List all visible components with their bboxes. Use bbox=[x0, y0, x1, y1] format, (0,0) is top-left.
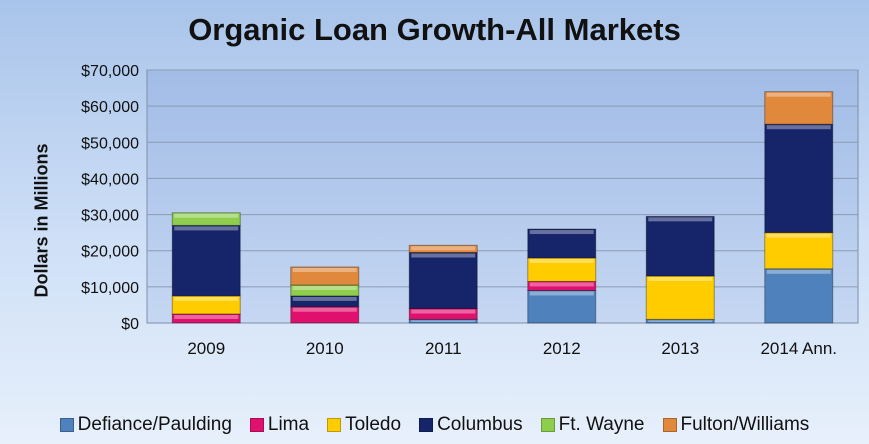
legend-swatch bbox=[327, 418, 342, 432]
bar-bevel bbox=[766, 125, 831, 130]
bar-bevel bbox=[529, 230, 594, 235]
legend-item: Fulton/Williams bbox=[662, 414, 810, 436]
legend-item: Ft. Wayne bbox=[540, 414, 645, 436]
bar-segment bbox=[290, 266, 360, 286]
legend-item: Defiance/Paulding bbox=[59, 414, 232, 436]
x-tick-label: 2010 bbox=[306, 339, 344, 358]
legend-item: Columbus bbox=[419, 414, 523, 436]
bar-segment bbox=[764, 232, 834, 270]
bar-segment bbox=[527, 228, 597, 259]
legend-swatch bbox=[662, 418, 677, 432]
y-tick-label: $70,000 bbox=[81, 63, 139, 80]
legend-swatch bbox=[419, 418, 434, 432]
x-tick-label: 2011 bbox=[425, 339, 462, 358]
bar-bevel bbox=[766, 92, 831, 97]
bar-bevel bbox=[529, 291, 594, 296]
y-tick-label: $20,000 bbox=[81, 244, 139, 261]
bar-segment bbox=[764, 268, 834, 324]
y-tick-label: $10,000 bbox=[81, 280, 139, 297]
bar-bevel bbox=[174, 296, 239, 301]
bar-segment bbox=[764, 123, 834, 234]
bar-bevel bbox=[529, 258, 594, 263]
legend-label: Fulton/Williams bbox=[680, 414, 810, 435]
legend-label: Defiance/Paulding bbox=[77, 414, 232, 435]
bar-bevel bbox=[174, 314, 239, 319]
legend-label: Lima bbox=[267, 414, 310, 435]
y-tick-label: $50,000 bbox=[81, 135, 139, 152]
legend-swatch bbox=[540, 418, 555, 432]
bar-bevel bbox=[411, 253, 476, 258]
bar-bevel bbox=[411, 246, 476, 251]
bar-segment bbox=[527, 257, 597, 282]
bar-bevel bbox=[411, 309, 476, 314]
bar-segment bbox=[645, 215, 715, 277]
bar-bevel bbox=[766, 233, 831, 238]
bar-segment bbox=[171, 224, 241, 297]
bar-bevel bbox=[529, 282, 594, 287]
legend-item: Lima bbox=[249, 414, 310, 436]
bar-bevel bbox=[648, 217, 713, 222]
bar-bevel bbox=[292, 307, 357, 312]
bar-bevel bbox=[411, 320, 476, 322]
bar-segment bbox=[408, 244, 478, 254]
legend: Defiance/Paulding Lima Toledo Columbus Ft. W… bbox=[0, 414, 869, 436]
x-tick-label: 2012 bbox=[543, 339, 581, 358]
legend-swatch bbox=[59, 418, 74, 432]
plot-area bbox=[146, 69, 859, 324]
bar-segment bbox=[645, 275, 715, 320]
legend-item: Toledo bbox=[327, 414, 401, 436]
bar-bevel bbox=[292, 296, 357, 301]
bar-bevel bbox=[648, 320, 713, 322]
bar-bevel bbox=[648, 277, 713, 282]
bar-bevel bbox=[292, 267, 357, 272]
bar-segment bbox=[527, 289, 597, 324]
bar-segment bbox=[408, 252, 478, 310]
legend-label: Toledo bbox=[345, 414, 402, 435]
legend-label: Columbus bbox=[437, 414, 523, 435]
x-tick-label: 2014 Ann. bbox=[760, 339, 837, 358]
chart-title: Organic Loan Growth-All Markets bbox=[188, 12, 681, 47]
bar-segment bbox=[171, 212, 241, 226]
bar-bevel bbox=[292, 286, 357, 291]
bar-bevel bbox=[174, 226, 239, 231]
x-tick-label: 2013 bbox=[661, 339, 699, 358]
y-tick-label: $40,000 bbox=[81, 171, 139, 188]
bar-segment bbox=[764, 91, 834, 125]
bar-bevel bbox=[174, 213, 239, 218]
y-tick-label: $30,000 bbox=[81, 208, 139, 225]
legend-label: Ft. Wayne bbox=[558, 414, 645, 435]
bar-bevel bbox=[766, 269, 831, 274]
y-tick-label: $60,000 bbox=[81, 99, 139, 116]
x-tick-label: 2009 bbox=[187, 339, 225, 358]
y-tick-label: $0 bbox=[121, 316, 139, 333]
legend-swatch bbox=[249, 418, 264, 432]
